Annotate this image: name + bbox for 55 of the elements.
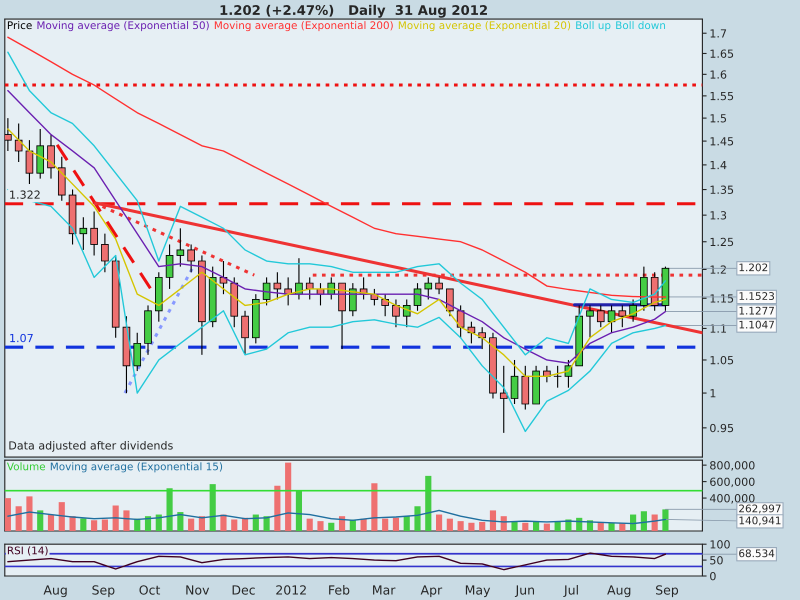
- x-tick-label: Nov: [186, 585, 210, 595]
- x-tick-label: Jun: [514, 585, 534, 598]
- y-tick-label: 1.4: [710, 161, 726, 170]
- x-tick-label: Jul: [563, 585, 578, 598]
- annotation: 1.202: [740, 263, 768, 272]
- text: Moving average (Exponential 50): [37, 21, 209, 32]
- text: Boll up: [576, 21, 610, 32]
- annotation: Data adjusted after dividends: [9, 441, 173, 452]
- y-tick-label: 100: [710, 540, 730, 549]
- annotation: 68.534: [739, 549, 774, 558]
- y-tick-label: 1.6: [710, 70, 726, 79]
- y-tick-label: 600,000: [710, 478, 755, 488]
- y-tick-label: 1.7: [710, 29, 726, 38]
- text: Price: [8, 21, 32, 30]
- x-tick-label: Feb: [329, 585, 350, 595]
- x-tick-label: 2012: [276, 585, 306, 595]
- y-tick-label: 1.3: [710, 211, 726, 220]
- x-tick-label: Sep: [656, 585, 678, 598]
- x-tick-label: Aug: [607, 585, 630, 598]
- x-tick-label: Aug: [44, 585, 67, 598]
- annotation: 1.1277: [740, 306, 774, 314]
- annotation: 1.1523: [740, 292, 774, 300]
- text: Moving average (Exponential 200): [214, 21, 393, 32]
- annotation: 1.1047: [740, 320, 774, 329]
- y-tick-label: 1: [710, 389, 716, 398]
- chart-title: 1.202 (+2.47%) Daily 31 Aug 2012: [220, 4, 487, 18]
- y-tick-label: 1.65: [710, 49, 734, 58]
- y-tick-label: 1.15: [710, 294, 734, 303]
- x-tick-label: Dec: [232, 585, 255, 595]
- y-tick-label: 1.55: [710, 92, 734, 100]
- y-tick-label: 1.45: [710, 137, 734, 146]
- x-tick-label: May: [466, 585, 490, 598]
- ref-line-label: 1.322: [10, 190, 40, 199]
- y-tick-label: 0: [710, 572, 716, 580]
- x-tick-label: Oct: [139, 585, 160, 595]
- y-tick-label: 0.95: [710, 424, 734, 432]
- y-tick-label: 1.25: [710, 238, 734, 246]
- y-tick-label: 1.5: [710, 114, 726, 122]
- y-tick-label: 1.05: [710, 356, 734, 364]
- y-tick-label: 1.2: [710, 265, 726, 274]
- x-tick-label: Sep: [92, 585, 114, 598]
- y-tick-label: 400,000: [710, 494, 755, 504]
- text: Moving average (Exponential 15): [50, 462, 222, 472]
- x-tick-label: Mar: [373, 585, 396, 595]
- annotation: 140,941: [740, 516, 781, 526]
- annotation: 262,997: [739, 504, 781, 514]
- text: Moving average (Exponential 20): [398, 21, 570, 32]
- y-tick-label: 800,000: [710, 461, 755, 471]
- text: Boll down: [616, 21, 666, 30]
- x-tick-label: Apr: [420, 585, 442, 598]
- y-tick-label: 1.35: [710, 186, 734, 194]
- ref-line-label: 1.07: [10, 334, 33, 342]
- y-tick-label: 50: [710, 556, 723, 564]
- text: Volume: [6, 462, 46, 470]
- series-label: RSI (14): [8, 546, 48, 556]
